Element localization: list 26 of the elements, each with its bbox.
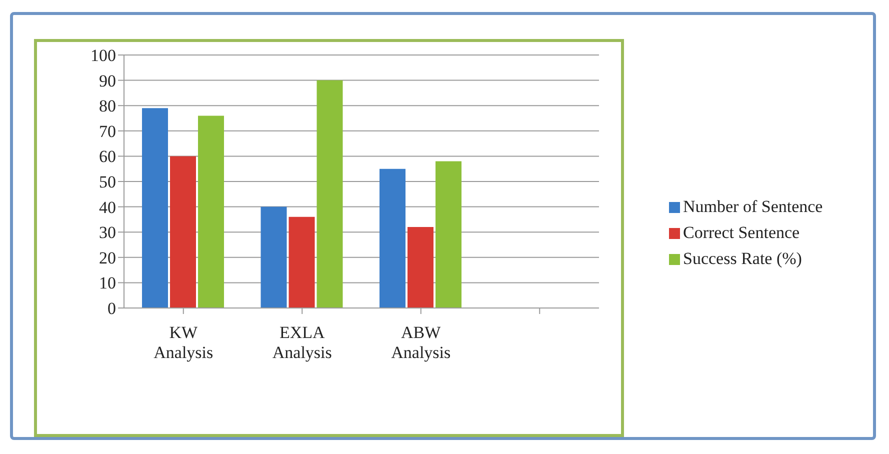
bar (380, 168, 406, 308)
y-tick-label: 80 (99, 96, 116, 116)
bar (316, 80, 343, 308)
bar (198, 116, 224, 308)
y-tick-label: 20 (99, 248, 116, 268)
y-tick-label: 90 (99, 71, 116, 90)
y-tick-label: 10 (99, 274, 116, 293)
bar (408, 227, 434, 308)
y-tick-label: 0 (108, 299, 116, 318)
legend-label: Success Rate (%) (683, 248, 802, 270)
y-tick-label: 40 (99, 198, 116, 217)
y-tick-label: 70 (99, 122, 116, 141)
bar (288, 216, 315, 308)
legend-label: Correct Sentence (683, 222, 800, 244)
legend-label: Number of Sentence (683, 196, 823, 218)
y-tick-label: 60 (99, 147, 116, 166)
y-tick-label: 30 (99, 223, 116, 242)
x-tick-label: ABW Analysis (391, 323, 451, 362)
y-tick-label: 100 (90, 46, 116, 66)
x-tick-label: EXLA Analysis (272, 323, 332, 362)
y-tick-label: 50 (99, 172, 116, 192)
x-tick-label: KW Analysis (154, 323, 214, 362)
bar (260, 206, 287, 308)
bar (142, 108, 168, 308)
bar (170, 156, 196, 308)
bar (436, 161, 462, 308)
